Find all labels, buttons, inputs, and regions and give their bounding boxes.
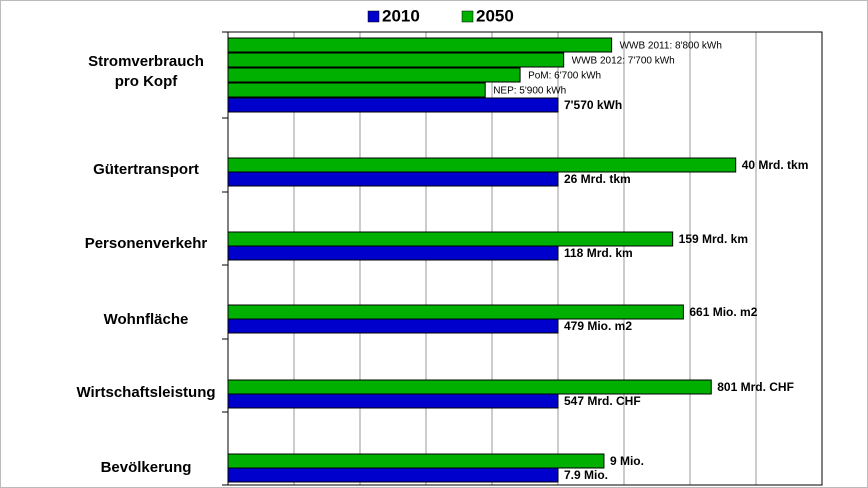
category-label: Bevölkerung: [100, 459, 192, 476]
category-label: Stromverbrauch pro Kopf: [88, 53, 204, 90]
bar: [227, 318, 559, 334]
category-label: Wirtschaftsleistung: [76, 384, 216, 401]
scenario-label: WWB 2011: 8'800 kWh: [620, 41, 722, 52]
data-label: 7'570 kWh: [564, 98, 622, 112]
scenario-label: PoM: 6'700 kWh: [528, 71, 601, 82]
bar: [227, 245, 559, 261]
legend-swatch: [367, 10, 380, 23]
data-label: 26 Mrd. tkm: [564, 172, 631, 186]
category-label: Personenverkehr: [84, 235, 208, 252]
data-label: 801 Mrd. CHF: [717, 380, 794, 394]
data-label: 9 Mio.: [610, 454, 644, 468]
data-label: 661 Mio. m2: [689, 305, 757, 319]
bar: [227, 97, 559, 113]
scenario-label: NEP: 5'900 kWh: [493, 86, 566, 97]
legend-swatch: [461, 10, 474, 23]
bar: [227, 453, 605, 469]
bar: [227, 67, 521, 83]
data-label: 479 Mio. m2: [564, 319, 632, 333]
bar: [227, 171, 559, 187]
bar: [227, 231, 674, 247]
bar: [227, 379, 712, 395]
legend-label: 2050: [476, 6, 514, 25]
category-label: Wohnfläche: [103, 311, 189, 328]
bar: [227, 304, 684, 320]
data-label: 547 Mrd. CHF: [564, 394, 641, 408]
scenario-label: WWB 2012: 7'700 kWh: [572, 56, 675, 67]
bar: [227, 157, 737, 173]
bar: [227, 52, 565, 68]
data-label: 7.9 Mio.: [564, 468, 608, 482]
category-label: Gütertransport: [93, 161, 199, 178]
legend-label: 2010: [382, 6, 420, 25]
bar: [227, 37, 613, 53]
data-label: 118 Mrd. km: [564, 246, 633, 260]
data-label: 159 Mrd. km: [679, 232, 748, 246]
bar: [227, 467, 559, 483]
bar: [227, 82, 486, 98]
data-label: 40 Mrd. tkm: [742, 158, 809, 172]
bar: [227, 393, 559, 409]
